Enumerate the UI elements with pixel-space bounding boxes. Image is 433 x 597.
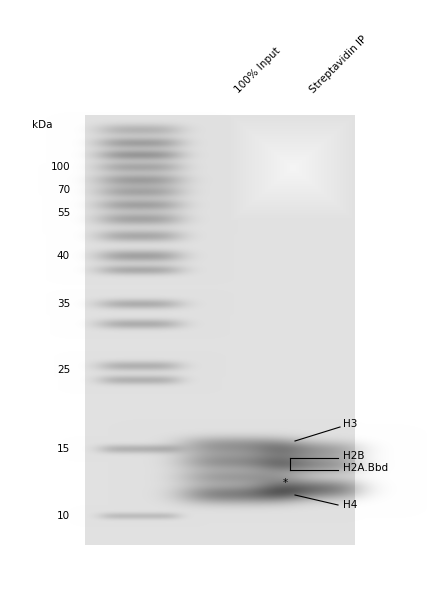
Text: 10: 10 xyxy=(57,511,70,521)
Text: 40: 40 xyxy=(57,251,70,261)
Text: 15: 15 xyxy=(57,444,70,454)
Text: 100: 100 xyxy=(50,162,70,172)
Text: 70: 70 xyxy=(57,185,70,195)
Text: H3: H3 xyxy=(343,419,357,429)
Text: kDa: kDa xyxy=(32,120,52,130)
Text: 100% Input: 100% Input xyxy=(233,46,282,95)
Text: H2B: H2B xyxy=(343,451,365,461)
Text: 35: 35 xyxy=(57,299,70,309)
Text: 25: 25 xyxy=(57,365,70,375)
Text: H2A.Bbd: H2A.Bbd xyxy=(343,463,388,473)
Text: Streptavidin IP: Streptavidin IP xyxy=(308,34,369,95)
Text: H4: H4 xyxy=(343,500,357,510)
Text: 55: 55 xyxy=(57,208,70,218)
Text: *: * xyxy=(282,478,288,488)
